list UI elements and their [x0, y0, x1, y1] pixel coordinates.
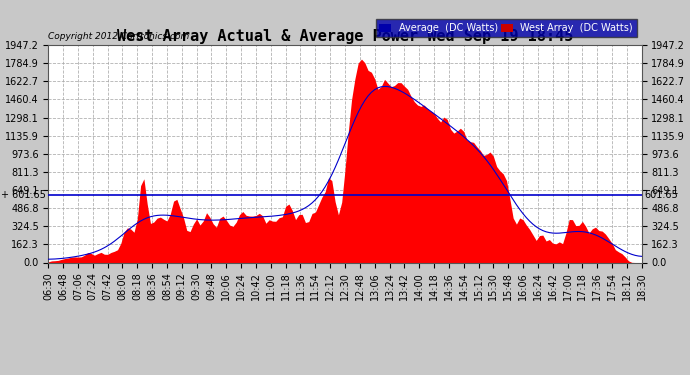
Text: 601.65: 601.65 [644, 190, 678, 200]
Title: West Array Actual & Average Power Wed Sep 19 18:45: West Array Actual & Average Power Wed Se… [117, 29, 573, 44]
Text: Copyright 2012 Cartronics.com: Copyright 2012 Cartronics.com [48, 32, 190, 40]
Legend: Average  (DC Watts), West Array  (DC Watts): Average (DC Watts), West Array (DC Watts… [375, 20, 637, 37]
Text: + 601.65: + 601.65 [1, 190, 46, 200]
